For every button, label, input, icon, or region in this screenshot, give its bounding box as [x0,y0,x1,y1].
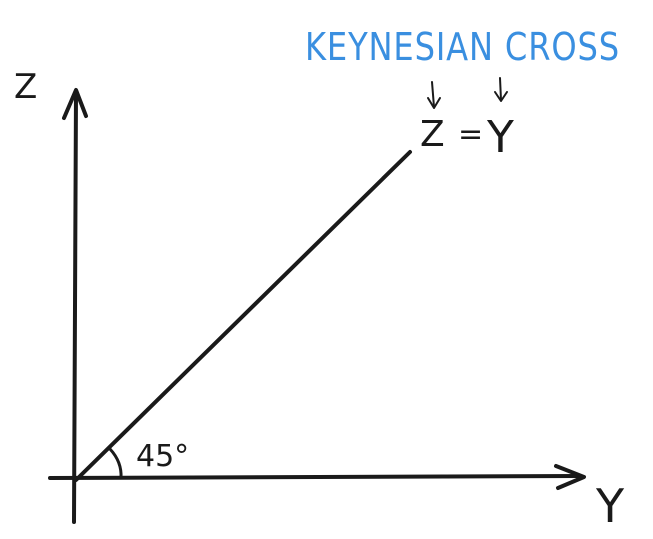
y-axis [62,88,88,524]
diagram-title: KEYNESIAN CROSS [305,25,620,69]
line-label-equals: = [458,117,483,152]
angle-label: 45° [136,439,189,474]
y-axis-label: Z [14,67,37,107]
forty-five-degree-line [74,150,412,482]
line-label-z: Z [420,114,445,155]
pointer-arrow-y [494,77,508,102]
pointer-arrow-z [427,81,441,109]
x-axis-label: Y [595,479,625,533]
line-label-y: Y [486,112,514,163]
angle-arc [108,447,123,480]
x-axis [48,464,586,490]
